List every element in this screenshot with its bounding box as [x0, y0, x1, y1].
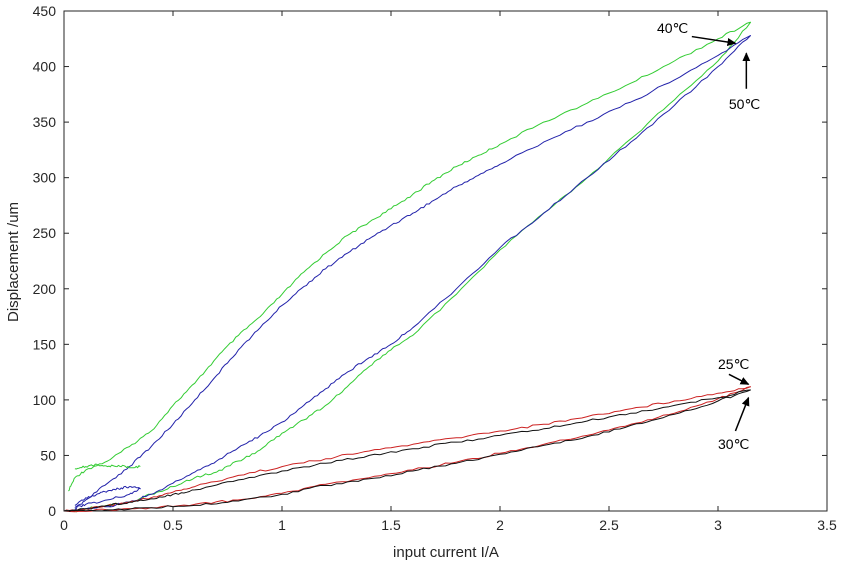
series-line	[74, 485, 141, 509]
x-tick-label: 2.5	[599, 517, 619, 533]
x-axis-title: input current I/A	[393, 544, 499, 561]
series-layer	[63, 21, 752, 513]
x-tick-label: 1	[278, 517, 286, 533]
y-tick-label: 300	[33, 170, 57, 186]
tick-layer: 0 0.5 1 1.5 2 2.5 3 3.5 0 50 100 150 200 250 300 350 400…	[33, 3, 837, 533]
series-line	[74, 34, 751, 510]
series-line	[63, 389, 751, 512]
series-line	[74, 463, 141, 470]
annotation-arrow	[734, 396, 750, 432]
x-tick-label: 0.5	[163, 517, 183, 533]
y-tick-label: 50	[40, 447, 56, 463]
y-tick-label: 350	[33, 114, 57, 130]
series-line	[63, 389, 751, 512]
annotation-arrow	[728, 373, 750, 386]
temperature-annotation-label: 25℃	[718, 356, 749, 372]
x-tick-label: 2	[496, 517, 504, 533]
y-axis-title: Displacement /um	[5, 202, 22, 322]
series-line	[63, 386, 751, 512]
y-tick-label: 250	[33, 225, 57, 241]
series-line	[68, 21, 751, 492]
y-tick-label: 0	[48, 503, 56, 519]
annotation-layer: 40℃ 50℃ 25℃ 30℃	[657, 20, 760, 452]
temperature-annotation-label: 30℃	[718, 436, 749, 452]
y-tick-label: 200	[33, 281, 57, 297]
series-line	[63, 386, 751, 513]
x-tick-label: 0	[60, 517, 68, 533]
y-tick-label: 400	[33, 59, 57, 75]
y-tick-label: 450	[33, 3, 57, 19]
temperature-annotation-label: 40℃	[657, 20, 688, 36]
x-tick-label: 3.5	[817, 517, 837, 533]
x-tick-label: 3	[714, 517, 722, 533]
plot-frame	[63, 10, 828, 512]
plot-area-box	[63, 10, 828, 512]
y-tick-label: 150	[33, 336, 57, 352]
x-tick-label: 1.5	[381, 517, 401, 533]
series-line	[74, 35, 752, 511]
y-tick-label: 100	[33, 392, 57, 408]
temperature-annotation-label: 50℃	[729, 96, 760, 112]
annotation-arrow	[691, 35, 737, 46]
